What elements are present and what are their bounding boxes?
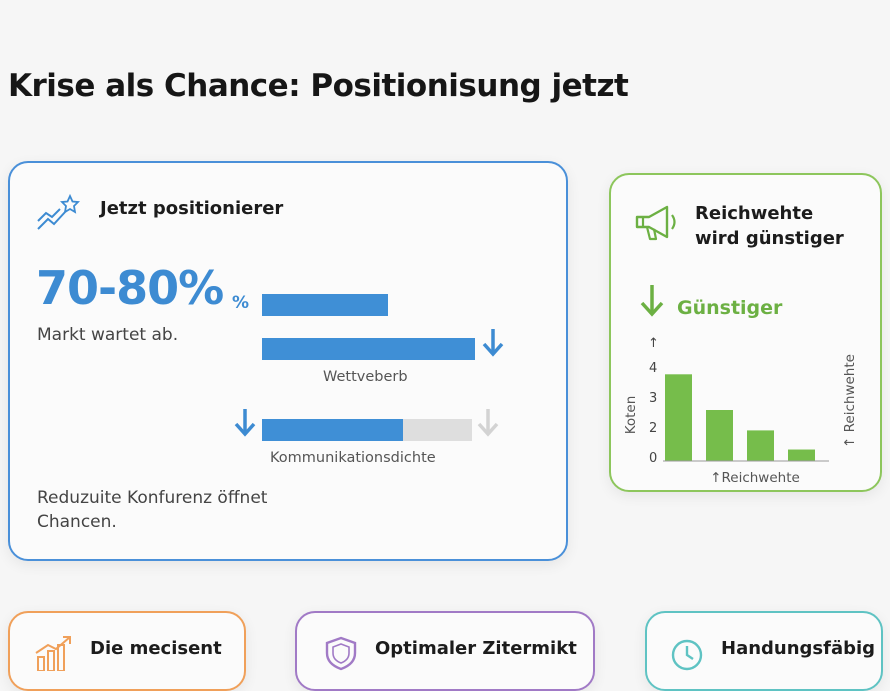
y-tick-label: 3 (649, 391, 657, 406)
card-title: Jetzt positionierer (100, 198, 284, 219)
right-axis-label: ↑ Reichwehte (842, 354, 858, 448)
reach-title-line1: Reichwehte (695, 203, 814, 224)
stat-value: 70-80% (36, 261, 224, 315)
action-card-title: Handungsfäbig (721, 638, 876, 659)
chart-bar (788, 449, 815, 461)
page-title: Krise als Chance: Positionisung jetzt (8, 68, 629, 104)
arrow-down-green-icon (640, 285, 664, 317)
y-tick-label: 2 (649, 421, 657, 436)
action-card: Handungsfäbig (645, 611, 883, 691)
trend-star-icon (37, 193, 80, 230)
y-axis-arrow: ↑ (648, 336, 659, 351)
reach-card: Reichwehte wird günstiger Günstiger ↑ 0 2… (609, 173, 882, 492)
y-axis-label: Koten (623, 396, 639, 435)
arrow-down-icon (482, 329, 504, 357)
footer-text: Reduzuite Konfurenz öffnet Chancen. (37, 488, 268, 532)
competition-bar (262, 338, 475, 360)
y-tick-label: 0 (649, 451, 657, 466)
growth-card: Die mecisent (8, 611, 246, 691)
chart-bar (665, 374, 692, 461)
y-tick-label: 4 (649, 361, 657, 376)
growth-card-title: Die mecisent (90, 638, 222, 659)
clock-icon (671, 639, 703, 671)
megaphone-icon (635, 205, 676, 241)
trend-label: Günstiger (677, 297, 783, 319)
arrow-down-faded-icon (477, 409, 499, 437)
stat-suffix: % (232, 293, 250, 313)
chart-bar (706, 410, 733, 461)
growth-chart-icon (35, 636, 71, 671)
timing-card-title: Optimaler Zitermikt (375, 638, 577, 659)
x-axis-label: ↑Reichwehte (710, 470, 800, 486)
arrow-down-icon (234, 409, 256, 437)
bar-top-short (262, 294, 388, 316)
reach-chart: ↑ 0 2 3 4 Koten ↑ Reichwehte ↑Reichwehte (623, 336, 858, 486)
reach-title-line2: wird günstiger (695, 228, 844, 249)
bar-label-competition: Wettveberb (323, 369, 408, 385)
bar-label-communication: Kommunikationsdichte (270, 450, 436, 466)
shield-icon (325, 636, 357, 671)
positioning-card: Jetzt positionierer 70-80% % Markt warte… (8, 161, 568, 561)
timing-card: Optimaler Zitermikt (295, 611, 595, 691)
chart-bar (747, 430, 774, 461)
communication-bar (262, 419, 403, 441)
stat-caption: Markt wartet ab. (37, 325, 179, 345)
